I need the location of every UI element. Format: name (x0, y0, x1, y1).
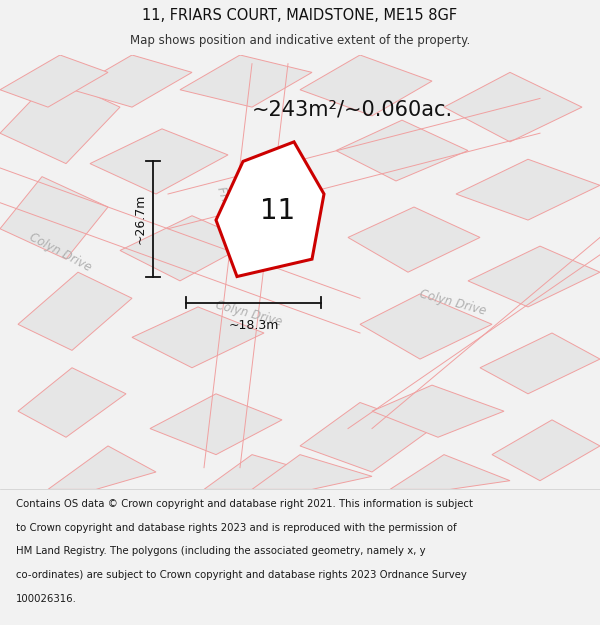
Polygon shape (252, 454, 372, 489)
Polygon shape (456, 159, 600, 220)
Text: Contains OS data © Crown copyright and database right 2021. This information is : Contains OS data © Crown copyright and d… (16, 499, 473, 509)
Text: ~26.7m: ~26.7m (133, 194, 146, 244)
Text: Colyn Drive: Colyn Drive (214, 298, 284, 329)
Text: ~18.3m: ~18.3m (229, 319, 278, 332)
Text: Colyn Drive: Colyn Drive (27, 231, 93, 274)
Polygon shape (360, 294, 492, 359)
Text: Friars Court: Friars Court (214, 185, 248, 255)
Polygon shape (0, 55, 108, 107)
Polygon shape (72, 55, 192, 107)
Polygon shape (180, 55, 312, 107)
Polygon shape (300, 402, 432, 472)
Polygon shape (120, 216, 252, 281)
Polygon shape (336, 120, 468, 181)
Polygon shape (18, 272, 132, 351)
Polygon shape (390, 454, 510, 489)
Polygon shape (300, 55, 432, 116)
Polygon shape (48, 446, 156, 489)
Polygon shape (150, 394, 282, 454)
Polygon shape (132, 307, 264, 368)
Polygon shape (480, 333, 600, 394)
Polygon shape (348, 207, 480, 272)
Text: Colyn Drive: Colyn Drive (418, 288, 488, 318)
Text: 100026316.: 100026316. (16, 594, 77, 604)
Text: to Crown copyright and database rights 2023 and is reproduced with the permissio: to Crown copyright and database rights 2… (16, 522, 457, 532)
Text: 11, FRIARS COURT, MAIDSTONE, ME15 8GF: 11, FRIARS COURT, MAIDSTONE, ME15 8GF (142, 8, 458, 23)
Polygon shape (18, 368, 126, 438)
Text: Map shows position and indicative extent of the property.: Map shows position and indicative extent… (130, 34, 470, 48)
Polygon shape (372, 385, 504, 438)
Polygon shape (0, 177, 108, 259)
Polygon shape (204, 454, 312, 489)
Text: 11: 11 (260, 198, 295, 226)
Text: co-ordinates) are subject to Crown copyright and database rights 2023 Ordnance S: co-ordinates) are subject to Crown copyr… (16, 570, 467, 580)
Polygon shape (90, 129, 228, 194)
Text: ~243m²/~0.060ac.: ~243m²/~0.060ac. (252, 99, 453, 119)
Polygon shape (216, 142, 324, 276)
Text: HM Land Registry. The polygons (including the associated geometry, namely x, y: HM Land Registry. The polygons (includin… (16, 546, 426, 556)
Polygon shape (468, 246, 600, 307)
Polygon shape (0, 77, 120, 164)
Polygon shape (492, 420, 600, 481)
Polygon shape (444, 72, 582, 142)
